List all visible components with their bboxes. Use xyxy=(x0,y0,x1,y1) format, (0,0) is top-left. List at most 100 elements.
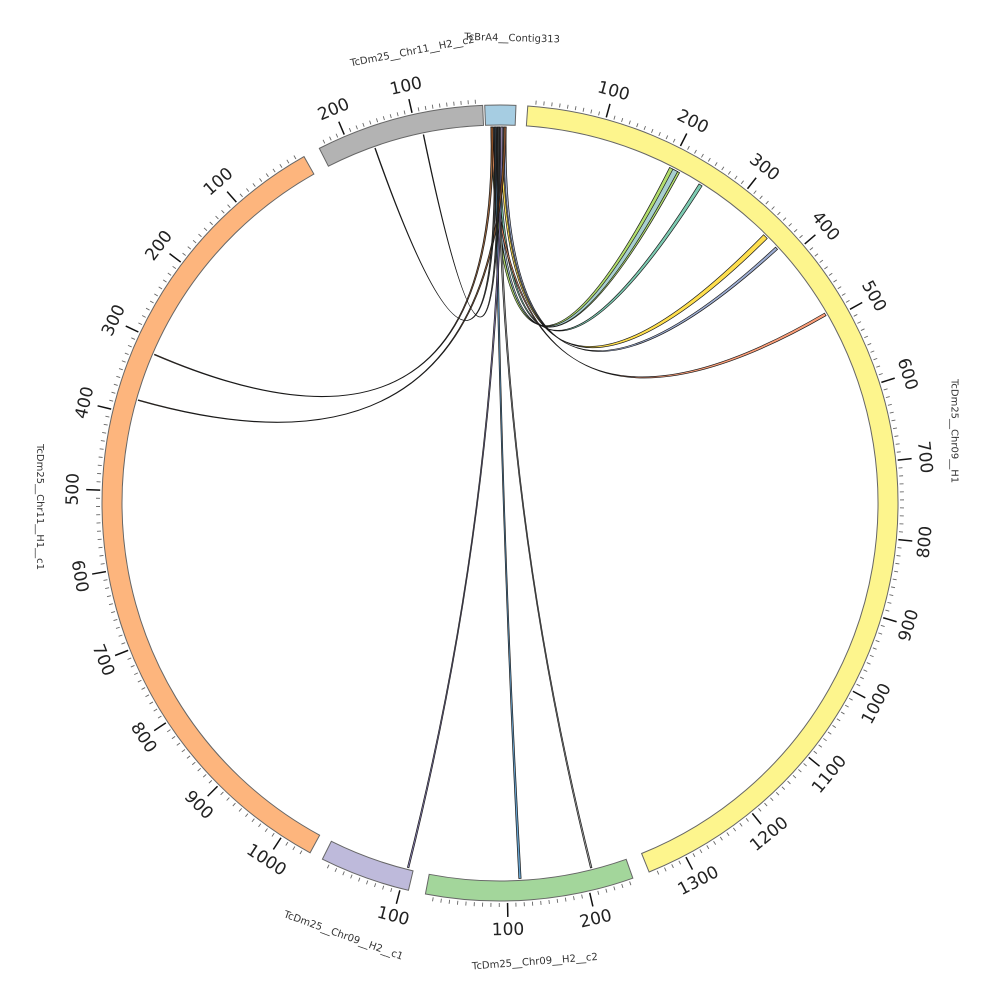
minor-tick xyxy=(664,868,666,872)
major-tick xyxy=(686,857,693,869)
minor-tick xyxy=(793,775,796,778)
minor-tick xyxy=(552,102,553,106)
minor-tick xyxy=(815,254,818,256)
minor-tick xyxy=(109,604,113,605)
minor-tick xyxy=(441,899,442,903)
minor-tick xyxy=(878,633,882,634)
tick-label: 100 xyxy=(388,73,424,100)
tick-label: 100 xyxy=(375,903,411,930)
minor-tick xyxy=(867,663,871,665)
minor-tick xyxy=(330,137,332,141)
minor-tick xyxy=(228,205,231,208)
minor-tick xyxy=(154,294,157,296)
minor-tick xyxy=(192,762,195,765)
minor-tick xyxy=(101,441,105,442)
minor-tick xyxy=(893,428,897,429)
major-tick xyxy=(98,406,112,409)
minor-tick xyxy=(819,745,822,747)
minor-tick xyxy=(131,665,135,667)
minor-tick xyxy=(183,253,186,255)
minor-tick xyxy=(383,886,384,890)
minor-tick xyxy=(637,123,638,127)
minor-tick xyxy=(168,273,171,275)
minor-tick xyxy=(173,266,176,268)
minor-tick xyxy=(376,118,377,122)
minor-tick xyxy=(583,108,584,112)
minor-tick xyxy=(390,114,391,118)
minor-tick xyxy=(114,384,118,385)
minor-tick xyxy=(154,709,157,711)
minor-tick xyxy=(666,135,668,139)
tick-label: 200 xyxy=(141,227,177,265)
minor-tick xyxy=(829,273,832,275)
minor-tick xyxy=(107,596,111,597)
minor-tick xyxy=(644,126,645,130)
minor-tick xyxy=(845,705,848,707)
minor-tick xyxy=(881,625,885,626)
minor-tick xyxy=(336,134,338,138)
minor-tick xyxy=(146,308,150,310)
minor-tick xyxy=(810,247,813,250)
minor-tick xyxy=(101,564,105,565)
minor-tick xyxy=(693,853,695,857)
minor-tick xyxy=(349,128,350,132)
minor-tick xyxy=(788,781,791,784)
minor-tick xyxy=(145,695,149,697)
minor-tick xyxy=(789,223,792,226)
minor-tick xyxy=(841,712,844,714)
minor-tick xyxy=(366,881,367,885)
minor-tick xyxy=(131,338,135,340)
minor-tick xyxy=(897,452,901,453)
minor-tick xyxy=(172,736,175,738)
minor-tick xyxy=(701,154,703,157)
minor-tick xyxy=(565,898,566,902)
minor-tick xyxy=(116,376,120,377)
minor-tick xyxy=(804,763,807,766)
minor-tick xyxy=(783,218,786,221)
minor-tick xyxy=(777,212,780,215)
minor-tick xyxy=(121,643,125,644)
minor-tick xyxy=(708,158,710,161)
minor-tick xyxy=(258,824,260,827)
tick-label: 1300 xyxy=(675,862,723,900)
tick-label: 700 xyxy=(913,440,936,474)
minor-tick xyxy=(99,555,103,556)
major-tick xyxy=(850,303,862,310)
minor-tick xyxy=(870,655,874,657)
minor-tick xyxy=(287,160,289,163)
segment-tcdm25-chr09-h2-c2 xyxy=(425,859,632,901)
minor-tick xyxy=(735,176,737,179)
minor-tick xyxy=(622,884,623,888)
minor-tick xyxy=(727,832,729,835)
major-tick xyxy=(273,838,281,850)
minor-tick xyxy=(138,323,142,325)
minor-tick xyxy=(433,897,434,901)
minor-tick xyxy=(104,424,108,425)
tick-label: 600 xyxy=(67,559,92,594)
minor-tick xyxy=(700,849,702,852)
minor-tick xyxy=(733,828,735,831)
minor-tick xyxy=(104,580,108,581)
major-tick xyxy=(881,378,894,382)
minor-tick xyxy=(150,301,153,303)
link-ribbon-tcdm25-chr09-h2-c1-8 xyxy=(407,127,503,868)
minor-tick xyxy=(216,216,219,219)
minor-tick xyxy=(240,194,243,197)
tick-label: 300 xyxy=(745,150,783,186)
minor-tick xyxy=(896,444,900,445)
minor-tick xyxy=(794,229,797,232)
minor-tick xyxy=(746,818,748,821)
minor-tick xyxy=(864,336,868,338)
minor-tick xyxy=(857,684,861,686)
minor-tick xyxy=(673,139,675,143)
minor-tick xyxy=(688,146,690,150)
minor-tick xyxy=(188,247,191,250)
minor-tick xyxy=(199,234,202,237)
major-tick xyxy=(396,890,400,904)
tick-label: 100 xyxy=(595,77,632,105)
minor-tick xyxy=(629,121,630,125)
minor-tick xyxy=(356,126,357,130)
tick-label: 1000 xyxy=(243,840,290,880)
minor-tick xyxy=(187,756,190,759)
minor-tick xyxy=(890,412,894,413)
